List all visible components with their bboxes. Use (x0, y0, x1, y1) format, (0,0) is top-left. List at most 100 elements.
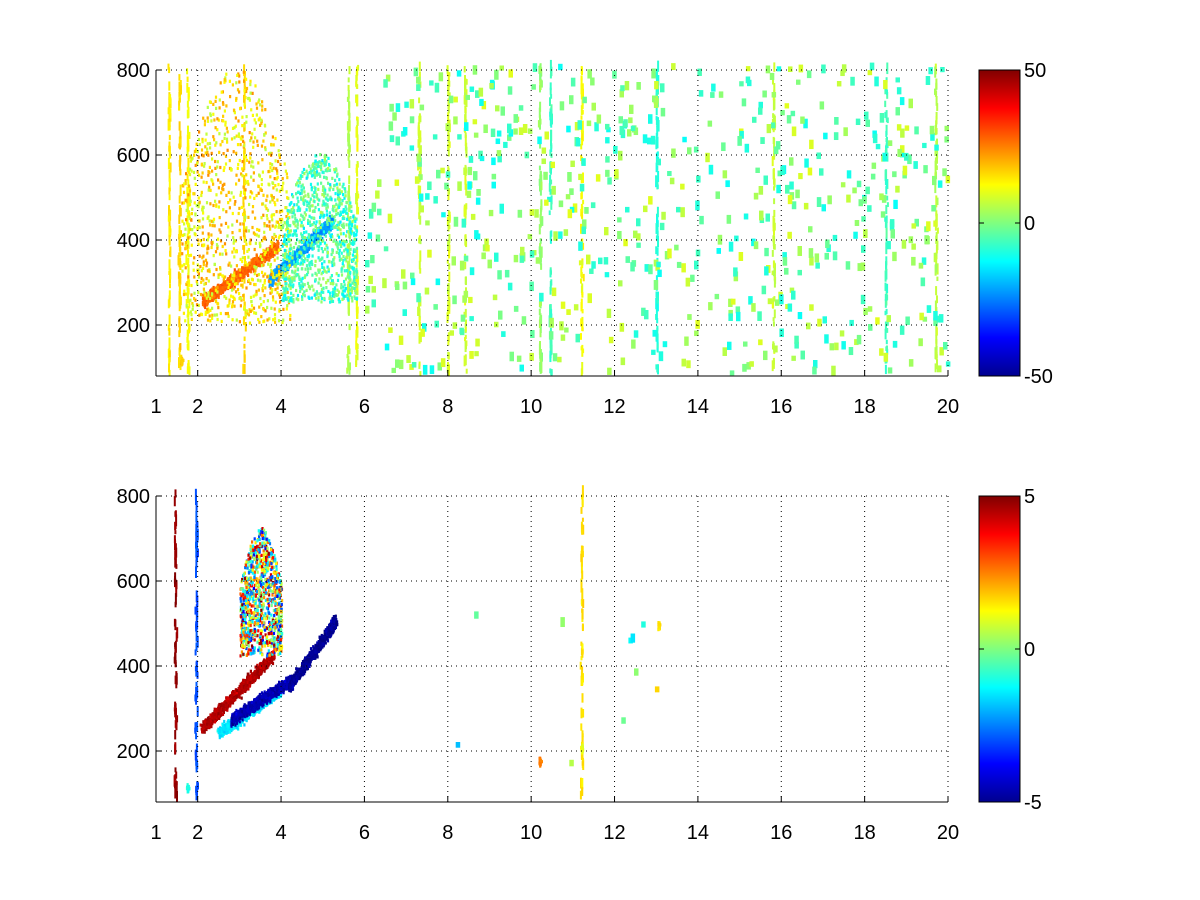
heatmap-cell (232, 212, 234, 215)
heatmap-cell (774, 279, 776, 287)
heatmap-cell (465, 132, 467, 138)
heatmap-cell (241, 279, 243, 282)
heatmap-cell (195, 183, 197, 186)
heatmap-cell (277, 221, 279, 224)
heatmap-cell (301, 267, 303, 270)
heatmap-cell (289, 257, 291, 260)
heatmap-cell (222, 115, 224, 118)
heatmap-cell (356, 127, 358, 138)
heatmap-cell (200, 293, 202, 296)
heatmap-cell (254, 136, 256, 139)
heatmap-cell (301, 221, 303, 224)
heatmap-cell (312, 210, 314, 213)
heatmap-cell (209, 146, 211, 149)
heatmap-cell (270, 143, 272, 146)
heatmap-cell (264, 253, 266, 256)
heatmap-cell (307, 259, 309, 262)
heatmap-cell (179, 323, 181, 332)
heatmap-cell (236, 264, 238, 267)
heatmap-cell (419, 268, 421, 274)
heatmap-cell (286, 267, 288, 270)
heatmap-cell (189, 203, 191, 206)
heatmap-cell (656, 133, 658, 144)
heatmap-cell (282, 319, 284, 322)
heatmap-cell (240, 297, 242, 300)
heatmap-cell (274, 259, 276, 262)
heatmap-cell (256, 228, 258, 231)
heatmap-cell (231, 303, 233, 306)
heatmap-cell (321, 223, 323, 226)
heatmap-cell (266, 224, 268, 227)
heatmap-cell (264, 279, 266, 282)
heatmap-cell (278, 270, 280, 273)
heatmap-cell (418, 98, 420, 104)
heatmap-cell (657, 236, 659, 247)
heatmap-cell (927, 305, 932, 313)
heatmap-cell (287, 217, 289, 220)
heatmap-cell (261, 145, 263, 148)
heatmap-cell (242, 364, 244, 374)
heatmap-cell (937, 228, 939, 234)
heatmap-cell (291, 277, 293, 280)
heatmap-cell (246, 115, 248, 118)
heatmap-cell (232, 318, 234, 321)
heatmap-cell (273, 269, 275, 272)
heatmap-cell (315, 167, 317, 170)
heatmap-cell (339, 214, 341, 217)
heatmap-cell (241, 174, 243, 177)
heatmap-cell (315, 160, 317, 163)
heatmap-cell (185, 241, 187, 244)
heatmap-cell (207, 120, 209, 123)
heatmap-cell (200, 194, 202, 197)
heatmap-cell (328, 268, 330, 271)
heatmap-cell (235, 81, 237, 84)
heatmap-cell (327, 157, 329, 160)
heatmap-cell (286, 307, 288, 310)
heatmap-cell (272, 224, 274, 227)
heatmap-cell (188, 94, 190, 99)
heatmap-cell (252, 92, 254, 95)
heatmap-cell (264, 286, 266, 289)
heatmap-cell (235, 182, 237, 185)
heatmap-cell (581, 68, 583, 76)
heatmap-cell (245, 155, 247, 158)
heatmap-cell (325, 286, 327, 289)
heatmap-cell (286, 172, 288, 175)
heatmap-cell (179, 295, 181, 303)
heatmap-cell (179, 343, 181, 350)
heatmap-cell (193, 275, 195, 278)
heatmap-cell (272, 318, 274, 321)
heatmap-cell (320, 300, 322, 303)
heatmap-cell (886, 284, 888, 293)
heatmap-cell (254, 269, 256, 272)
heatmap-cell (269, 228, 271, 231)
heatmap-cell (336, 183, 338, 186)
heatmap-cell (245, 173, 247, 176)
heatmap-cell (207, 247, 209, 250)
heatmap-cell (259, 297, 261, 300)
heatmap-cell (293, 246, 295, 249)
heatmap-cell (267, 170, 269, 173)
heatmap-cell (289, 318, 291, 321)
heatmap-cell (222, 208, 224, 211)
heatmap-cell (314, 294, 316, 297)
heatmap-cell (886, 346, 888, 351)
heatmap-cell (329, 198, 331, 201)
heatmap-cell (307, 193, 309, 196)
heatmap-cell (329, 169, 331, 172)
heatmap-cell (282, 276, 284, 279)
heatmap-cell (292, 252, 294, 255)
heatmap-cell (224, 137, 226, 140)
heatmap-cell (235, 152, 237, 155)
heatmap-cell (233, 150, 235, 153)
heatmap-cell (244, 188, 246, 191)
heatmap-cell (343, 289, 345, 292)
heatmap-cell (263, 222, 265, 225)
heatmap-cell (271, 245, 273, 248)
heatmap-cell (348, 185, 350, 196)
heatmap-cell (220, 223, 222, 226)
heatmap-cell (210, 233, 212, 236)
heatmap-cell (580, 193, 582, 200)
heatmap-cell (335, 209, 337, 212)
heatmap-cell (179, 121, 181, 130)
